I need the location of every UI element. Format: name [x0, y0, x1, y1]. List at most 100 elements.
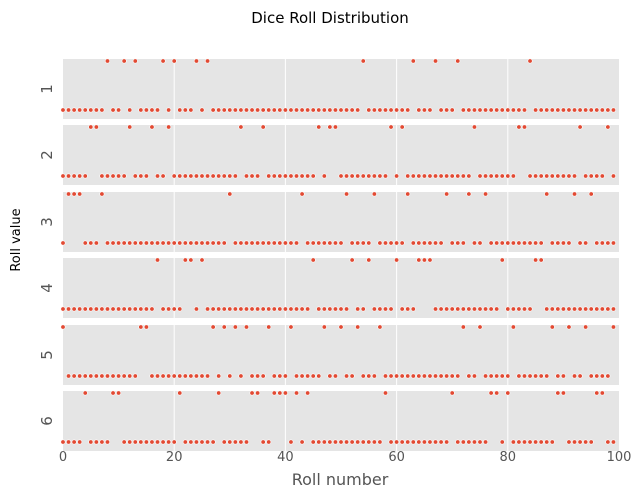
data-point [232, 324, 238, 330]
data-point [599, 373, 605, 379]
data-point [527, 373, 533, 379]
data-point [66, 173, 72, 179]
data-point [294, 107, 300, 113]
data-point [494, 373, 500, 379]
data-point [121, 306, 127, 312]
data-point [377, 439, 383, 445]
data-point [349, 107, 355, 113]
data-point [166, 373, 172, 379]
data-point [572, 107, 578, 113]
data-point [110, 373, 116, 379]
data-point [410, 373, 416, 379]
data-point [499, 257, 505, 263]
data-point [199, 240, 205, 246]
data-point [466, 107, 472, 113]
data-point [243, 306, 249, 312]
data-point [310, 257, 316, 263]
data-point [499, 373, 505, 379]
data-point [460, 107, 466, 113]
data-point [127, 240, 133, 246]
data-point [143, 439, 149, 445]
data-point [344, 173, 350, 179]
data-point [388, 240, 394, 246]
data-point [305, 373, 311, 379]
panel-6: 6 [38, 390, 619, 451]
data-point [483, 173, 489, 179]
data-point [483, 439, 489, 445]
data-point [288, 324, 294, 330]
data-point [555, 173, 561, 179]
data-point [360, 306, 366, 312]
data-point [221, 439, 227, 445]
data-point [516, 373, 522, 379]
data-point [88, 306, 94, 312]
data-point [171, 306, 177, 312]
data-point [77, 107, 83, 113]
data-point [227, 191, 233, 197]
data-point [427, 107, 433, 113]
x-tick-label: 80 [500, 450, 517, 465]
data-point [99, 191, 105, 197]
data-point [88, 107, 94, 113]
data-point [610, 306, 616, 312]
data-point [527, 173, 533, 179]
data-point [416, 173, 422, 179]
data-point [410, 58, 416, 64]
data-point [127, 373, 133, 379]
data-point [82, 373, 88, 379]
data-point [93, 124, 99, 130]
data-point [355, 107, 361, 113]
data-point [355, 324, 361, 330]
data-point [305, 306, 311, 312]
data-point [399, 306, 405, 312]
data-point [499, 107, 505, 113]
data-point [588, 306, 594, 312]
data-point [438, 373, 444, 379]
data-point [243, 107, 249, 113]
data-point [416, 240, 422, 246]
data-point [104, 173, 110, 179]
data-point [388, 439, 394, 445]
data-point [577, 373, 583, 379]
data-point [405, 439, 411, 445]
x-tick-label: 100 [607, 450, 632, 465]
data-point [572, 439, 578, 445]
data-point [155, 439, 161, 445]
data-point [121, 58, 127, 64]
data-point [494, 173, 500, 179]
data-point [521, 124, 527, 130]
data-point [71, 191, 77, 197]
data-point [110, 107, 116, 113]
data-point [371, 439, 377, 445]
data-point [332, 124, 338, 130]
data-point [477, 324, 483, 330]
data-point [605, 124, 611, 130]
data-point [171, 173, 177, 179]
data-point [433, 240, 439, 246]
data-point [188, 439, 194, 445]
data-point [277, 373, 283, 379]
data-point [221, 324, 227, 330]
data-point [521, 306, 527, 312]
data-point [566, 306, 572, 312]
data-point [455, 240, 461, 246]
data-point [332, 373, 338, 379]
data-point [210, 306, 216, 312]
data-point [355, 439, 361, 445]
panel-5: 5 [38, 324, 619, 385]
data-point [127, 306, 133, 312]
data-point [460, 240, 466, 246]
data-point [471, 107, 477, 113]
data-point [177, 390, 183, 396]
data-point [360, 58, 366, 64]
data-point [132, 58, 138, 64]
data-point [266, 240, 272, 246]
data-point [560, 107, 566, 113]
data-point [155, 240, 161, 246]
data-point [538, 173, 544, 179]
data-point [182, 373, 188, 379]
data-point [249, 173, 255, 179]
data-point [382, 390, 388, 396]
data-point [327, 124, 333, 130]
data-point [216, 390, 222, 396]
